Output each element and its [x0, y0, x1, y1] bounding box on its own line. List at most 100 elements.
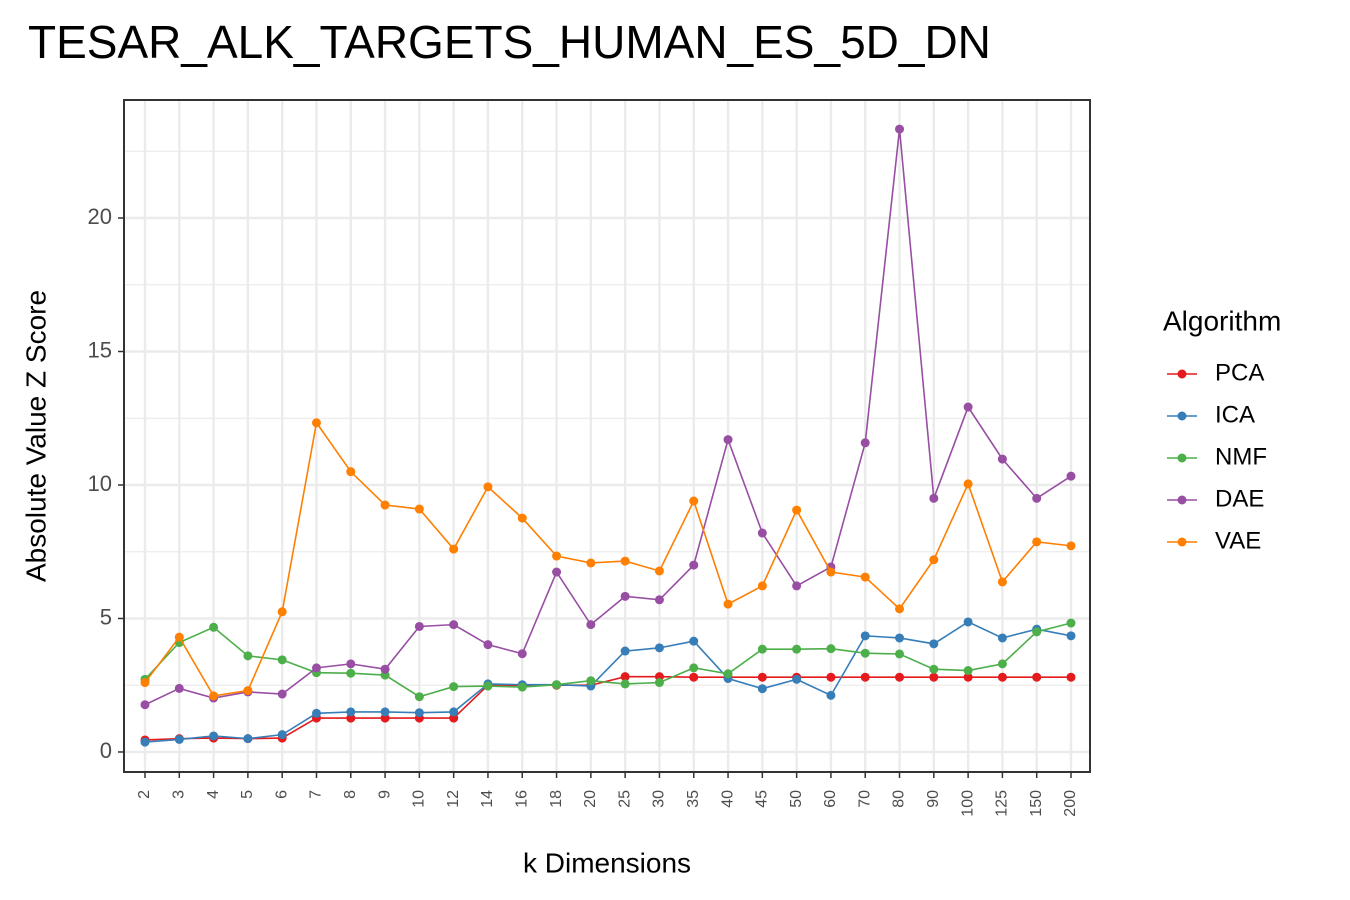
data-point: [689, 636, 699, 646]
x-tick-label: 70: [856, 790, 873, 808]
data-point: [1032, 493, 1042, 503]
x-tick-label: 125: [994, 790, 1011, 817]
data-point: [449, 620, 459, 630]
data-point: [140, 678, 150, 688]
data-point: [277, 730, 287, 740]
x-tick-label: 3: [171, 790, 188, 799]
data-point: [654, 643, 664, 653]
data-point: [449, 707, 459, 717]
data-point: [483, 482, 493, 492]
data-point: [929, 664, 939, 674]
data-point: [517, 513, 527, 523]
data-point: [860, 631, 870, 641]
data-point: [723, 435, 733, 445]
legend-title: Algorithm: [1163, 305, 1281, 336]
data-point: [140, 700, 150, 710]
data-point: [963, 617, 973, 627]
data-point: [586, 676, 596, 686]
x-tick-label: 20: [582, 790, 599, 808]
x-tick-label: 8: [342, 790, 359, 799]
y-tick-label: 5: [100, 604, 112, 629]
data-point: [243, 734, 253, 744]
series-line: [144, 675, 1071, 741]
x-tick-label: 30: [651, 790, 668, 808]
legend-label: ICA: [1215, 401, 1255, 428]
data-point: [723, 669, 733, 679]
data-point: [414, 621, 424, 631]
data-point: [654, 566, 664, 576]
data-point: [1066, 541, 1076, 551]
data-point: [929, 555, 939, 565]
y-tick-label: 20: [88, 204, 112, 229]
data-point: [997, 454, 1007, 464]
data-point: [449, 682, 459, 692]
series-line: [144, 129, 1072, 706]
data-point: [929, 672, 939, 682]
plot-background: [124, 100, 1090, 772]
x-tick-label: 200: [1062, 790, 1079, 817]
data-point: [346, 668, 356, 678]
legend-marker: [1177, 495, 1187, 505]
data-point: [449, 544, 459, 554]
data-point: [620, 679, 630, 689]
data-point: [895, 124, 905, 134]
data-point: [929, 639, 939, 649]
legend-label: NMF: [1215, 443, 1267, 470]
legend-marker: [1177, 411, 1187, 421]
data-point: [963, 402, 973, 412]
data-point: [895, 633, 905, 643]
y-axis-label: Absolute Value Z Score: [20, 290, 51, 582]
data-point: [826, 567, 836, 577]
data-point: [757, 672, 767, 682]
x-tick-label: 4: [205, 790, 222, 799]
data-point: [792, 644, 802, 654]
y-tick-label: 0: [100, 738, 112, 763]
data-point: [209, 622, 219, 632]
data-point: [209, 691, 219, 701]
x-tick-label: 35: [685, 790, 702, 808]
data-point: [826, 672, 836, 682]
data-point: [895, 672, 905, 682]
data-point: [174, 734, 184, 744]
x-tick-label: 2: [136, 790, 153, 799]
data-point: [620, 672, 630, 682]
data-point: [311, 708, 321, 718]
data-point: [552, 567, 562, 577]
x-tick-label: 10: [411, 790, 428, 808]
legend-marker: [1177, 453, 1187, 463]
data-point: [895, 649, 905, 659]
data-point: [552, 551, 562, 561]
data-point: [1032, 537, 1042, 547]
series-line: [144, 621, 1072, 743]
data-point: [311, 418, 321, 428]
data-point: [380, 500, 390, 510]
data-point: [895, 604, 905, 614]
x-tick-label: 50: [788, 790, 805, 808]
data-point: [860, 648, 870, 658]
x-tick-label: 6: [273, 790, 290, 799]
data-point: [140, 737, 150, 747]
series-line: [144, 420, 1072, 697]
legend-marker: [1177, 537, 1187, 547]
x-tick-label: 7: [308, 790, 325, 799]
legend-label: VAE: [1215, 527, 1261, 554]
data-point: [243, 651, 253, 661]
x-tick-label: 150: [1028, 790, 1045, 817]
data-point: [757, 644, 767, 654]
data-point: [517, 649, 527, 659]
data-point: [174, 632, 184, 642]
data-point: [586, 558, 596, 568]
x-tick-label: 90: [925, 790, 942, 808]
plot-border: [123, 99, 1091, 773]
data-point: [517, 682, 527, 692]
data-point: [1066, 471, 1076, 481]
data-point: [277, 607, 287, 617]
data-point: [929, 493, 939, 503]
data-point: [963, 672, 973, 682]
data-point: [1066, 618, 1076, 628]
data-point: [1032, 672, 1042, 682]
y-tick-label: 15: [88, 337, 112, 362]
data-point: [277, 689, 287, 699]
data-point: [483, 681, 493, 691]
